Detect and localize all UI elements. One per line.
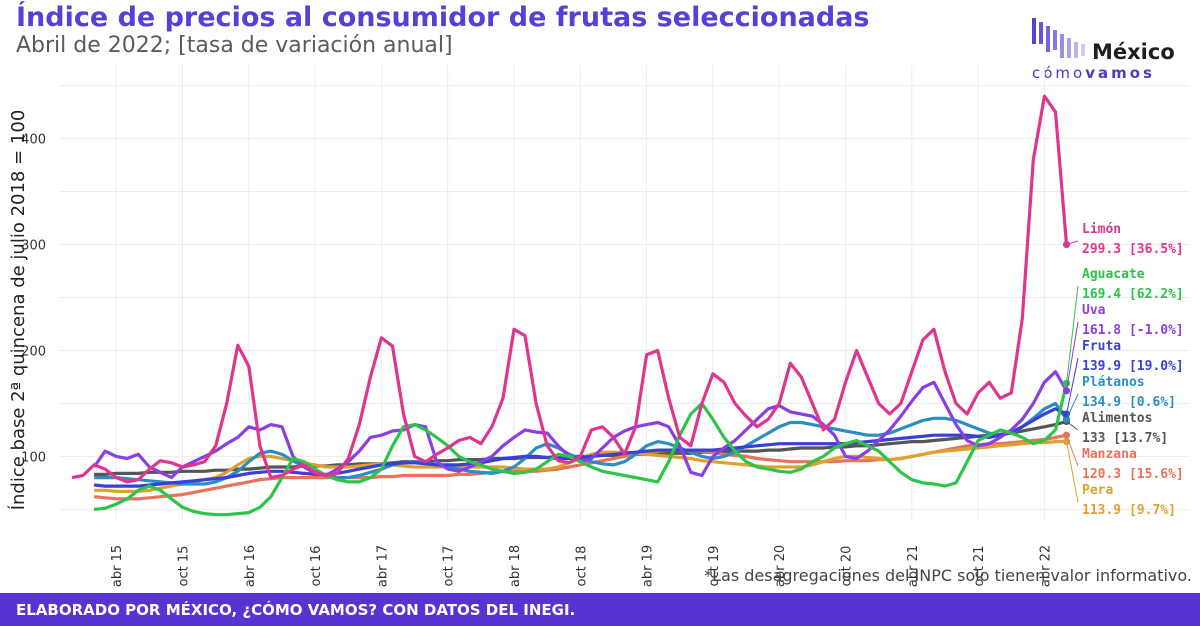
- series-label-name: Pera: [1082, 483, 1113, 498]
- y-axis-label: Índice base 2ª quincena de julio 2018 = …: [7, 110, 29, 511]
- y-tick-label: 400: [21, 133, 46, 148]
- series-label-value: 134.9 [0.6%]: [1082, 395, 1176, 410]
- footer-bar: ELABORADO POR MÉXICO, ¿CÓMO VAMOS? CON D…: [0, 593, 1200, 626]
- series-lines: [71, 94, 1071, 517]
- x-tick-label: oct 15: [177, 546, 192, 587]
- series-label-name: Aguacate: [1082, 267, 1145, 282]
- y-axis-ticks: 100 200 300 400: [21, 133, 46, 466]
- x-tick-label: oct 18: [574, 546, 589, 587]
- x-tick-label: abr 21: [906, 545, 921, 587]
- x-tick-label: oct 16: [309, 546, 324, 587]
- series-labels: Alimentos 133 [13.7%]Manzana 120.3 [15.6%]…: [1066, 222, 1184, 518]
- logo-bars-icon: [1032, 18, 1085, 58]
- x-tick-label: oct 21: [972, 546, 987, 587]
- series-label-name: Alimentos: [1082, 411, 1152, 426]
- label-leader: [1066, 441, 1079, 503]
- series-label-value: 299.3 [36.5%]: [1082, 242, 1184, 257]
- footnote: *Las desagregaciones del INPC solo tiene…: [704, 566, 1192, 585]
- label-leader: [1066, 240, 1079, 246]
- series-label-value: 113.9 [9.7%]: [1082, 503, 1176, 518]
- x-tick-label: abr 17: [375, 545, 390, 587]
- label-leader: [1066, 421, 1079, 431]
- label-leader: [1066, 321, 1079, 391]
- x-tick-label: oct 19: [707, 546, 722, 587]
- x-tick-label: oct 20: [840, 546, 855, 587]
- y-tick-label: 200: [21, 344, 46, 359]
- x-tick-label: abr 20: [773, 545, 788, 587]
- label-leader: [1066, 357, 1079, 415]
- series-label-value: 133 [13.7%]: [1082, 431, 1168, 446]
- logo-tag-bold: vamos: [1085, 64, 1155, 82]
- footer-credit: ELABORADO POR MÉXICO, ¿CÓMO VAMOS? CON D…: [16, 601, 576, 619]
- series-label-value: 169.4 [62.2%]: [1082, 287, 1184, 302]
- series-line-aguacate: [93, 382, 1069, 517]
- series-label-name: Uva: [1082, 303, 1106, 318]
- series-line-limón: [71, 94, 1069, 484]
- x-tick-label: abr 15: [110, 545, 125, 587]
- y-tick-label: 300: [21, 239, 46, 254]
- series-label-name: Fruta: [1082, 339, 1121, 354]
- label-leader: [1066, 435, 1079, 467]
- x-tick-label: abr 19: [641, 545, 656, 587]
- series-label-name: Plátanos: [1082, 375, 1145, 390]
- x-tick-label: abr 18: [508, 545, 523, 587]
- x-tick-label: oct 17: [442, 546, 457, 587]
- x-tick-label: abr 16: [243, 545, 258, 587]
- x-tick-label: abr 22: [1038, 545, 1053, 587]
- series-label-value: 161.8 [-1.0%]: [1082, 323, 1184, 338]
- series-label-name: Limón: [1082, 222, 1121, 237]
- label-leader: [1066, 285, 1079, 384]
- x-axis-ticks: abr 15 oct 15 abr 16 oct 16 abr 17 oct 17 abr …: [110, 545, 1053, 587]
- series-label-value: 139.9 [19.0%]: [1082, 359, 1184, 374]
- label-leader: [1066, 393, 1079, 420]
- y-tick-label: 100: [21, 450, 46, 465]
- chart-subtitle: Abril de 2022; [tasa de variación anual]: [16, 33, 453, 58]
- logo-word: México: [1092, 40, 1175, 64]
- series-label-name: Manzana: [1082, 447, 1137, 462]
- series-label-value: 120.3 [15.6%]: [1082, 467, 1184, 482]
- chart-title: Índice de precios al consumidor de fruta…: [16, 2, 870, 33]
